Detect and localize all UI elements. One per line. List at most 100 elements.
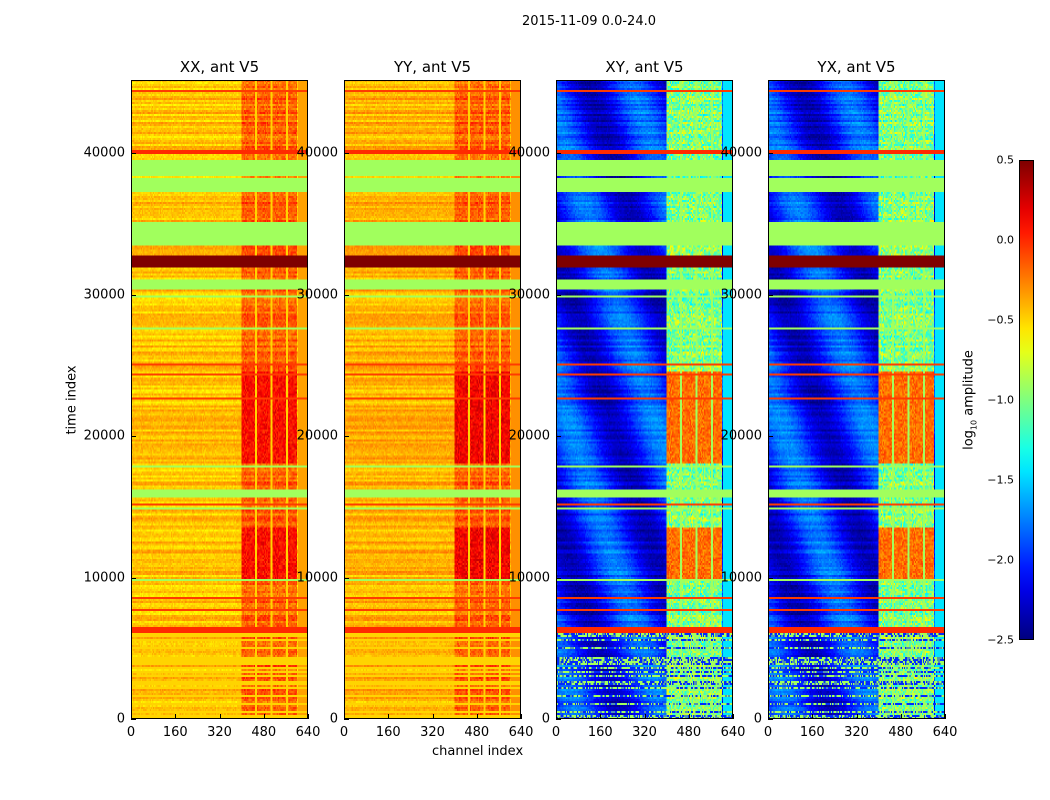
colorbar-tick-label: 0.5 xyxy=(996,153,1015,167)
x-tick xyxy=(263,714,265,719)
x-tick xyxy=(600,714,602,719)
y-tick-label: 40000 xyxy=(508,145,550,161)
y-tick xyxy=(131,719,136,720)
colorbar-tick-label: −2.5 xyxy=(987,633,1014,647)
y-tick-label: 20000 xyxy=(296,428,338,444)
colorbar xyxy=(1019,160,1034,640)
y-tick xyxy=(768,719,773,720)
x-tick-label: 640 xyxy=(295,725,321,740)
x-tick-label: 480 xyxy=(888,725,914,740)
y-tick-label: 20000 xyxy=(508,428,550,444)
heatmap-1 xyxy=(344,80,521,719)
colorbar-label: log10 amplitude xyxy=(962,350,979,450)
colorbar-tick-label: −1.5 xyxy=(987,473,1014,487)
x-tick xyxy=(308,714,309,719)
heatmap-2 xyxy=(556,80,733,719)
y-tick-label: 40000 xyxy=(83,145,125,161)
heatmap-3 xyxy=(768,80,945,719)
x-axis-label: channel index xyxy=(432,744,524,759)
colorbar-tick-label: −2.0 xyxy=(987,553,1014,567)
x-tick xyxy=(476,714,478,719)
x-tick-label: 0 xyxy=(763,725,773,740)
x-tick-label: 160 xyxy=(375,725,401,740)
y-tick-label: 10000 xyxy=(296,570,338,586)
y-tick xyxy=(556,719,561,720)
x-tick-label: 480 xyxy=(251,725,277,740)
y-tick-label: 30000 xyxy=(508,287,550,303)
x-tick xyxy=(521,714,522,719)
x-tick-label: 160 xyxy=(587,725,613,740)
y-tick xyxy=(344,436,349,438)
colorbar-label-sub: 10 xyxy=(969,419,979,431)
panel-title: XX, ant V5 xyxy=(179,58,260,76)
y-tick-label: 0 xyxy=(116,711,125,727)
y-tick xyxy=(344,294,349,296)
y-tick-label: 30000 xyxy=(720,287,762,303)
panel-title: XY, ant V5 xyxy=(605,58,684,76)
y-tick xyxy=(556,577,561,579)
y-tick-label: 10000 xyxy=(720,570,762,586)
y-tick xyxy=(768,153,773,155)
x-tick-label: 320 xyxy=(420,725,445,740)
y-tick-label: 30000 xyxy=(83,287,125,303)
y-tick xyxy=(131,153,136,155)
panel-2: XY, ant V5 0 160 320 480 640 0 10000 20000 30000 4… xyxy=(509,58,746,740)
y-tick xyxy=(344,719,349,720)
x-tick xyxy=(688,714,690,719)
y-tick xyxy=(556,153,561,155)
x-tick-label: 480 xyxy=(464,725,490,740)
y-tick-label: 10000 xyxy=(83,570,125,586)
colorbar-tick-label: −0.5 xyxy=(987,313,1014,327)
x-tick xyxy=(344,714,345,719)
y-tick xyxy=(344,577,349,579)
figure-title: 2015-11-09 0.0-24.0 xyxy=(522,14,656,29)
x-tick-label: 0 xyxy=(126,725,136,740)
x-tick-label: 320 xyxy=(632,725,657,740)
y-tick-label: 20000 xyxy=(83,428,125,444)
x-tick xyxy=(644,714,646,719)
x-tick-label: 640 xyxy=(932,725,958,740)
x-tick xyxy=(175,714,177,719)
y-tick xyxy=(556,294,561,296)
y-tick xyxy=(131,436,136,438)
y-tick xyxy=(768,436,773,438)
x-tick xyxy=(733,714,734,719)
x-tick-label: 160 xyxy=(799,725,825,740)
x-tick xyxy=(388,714,390,719)
heatmap-0 xyxy=(131,80,308,719)
colorbar-label-rest: amplitude xyxy=(961,350,977,420)
x-tick-label: 640 xyxy=(720,725,746,740)
x-tick-label: 320 xyxy=(207,725,232,740)
y-tick xyxy=(556,436,561,438)
y-tick-label: 30000 xyxy=(296,287,338,303)
y-tick-label: 0 xyxy=(541,711,550,727)
panel-0: XX, ant V5 0 160 320 480 640 0 10000 20000 30000 4… xyxy=(84,58,321,740)
y-tick xyxy=(344,153,349,155)
x-tick xyxy=(219,714,221,719)
x-tick xyxy=(556,714,557,719)
y-tick xyxy=(768,294,773,296)
x-tick xyxy=(945,714,946,719)
y-tick xyxy=(131,577,136,579)
y-tick-label: 40000 xyxy=(296,145,338,161)
x-tick xyxy=(900,714,902,719)
y-tick-label: 20000 xyxy=(720,428,762,444)
x-tick-label: 480 xyxy=(676,725,702,740)
x-tick-label: 160 xyxy=(162,725,188,740)
x-tick xyxy=(812,714,814,719)
panel-1: YY, ant V5 0 160 320 480 640 0 10000 20000 30000 4… xyxy=(297,58,534,740)
y-tick-label: 0 xyxy=(753,711,762,727)
panel-title: YY, ant V5 xyxy=(393,58,471,76)
panel-title: YX, ant V5 xyxy=(817,58,896,76)
x-tick-label: 0 xyxy=(551,725,561,740)
colorbar-tick-label: 0.0 xyxy=(996,233,1015,247)
colorbar-tick-label: −1.0 xyxy=(987,393,1014,407)
x-tick xyxy=(768,714,769,719)
x-tick-label: 0 xyxy=(339,725,349,740)
panel-3: YX, ant V5 0 160 320 480 640 0 10000 20000 30000 4… xyxy=(721,58,958,740)
x-tick xyxy=(131,714,132,719)
y-tick xyxy=(768,577,773,579)
x-tick xyxy=(856,714,858,719)
y-tick-label: 10000 xyxy=(508,570,550,586)
